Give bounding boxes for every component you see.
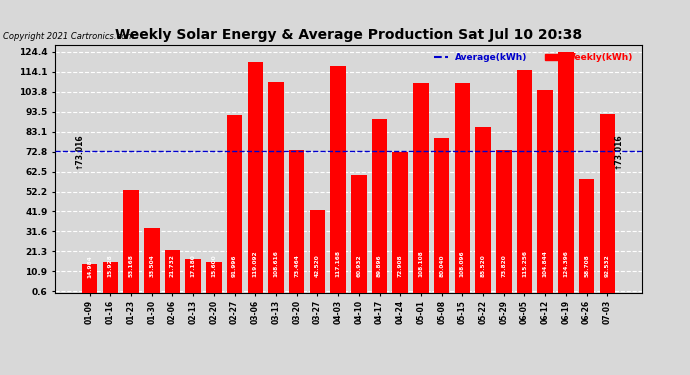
Text: 124.396: 124.396 — [563, 250, 569, 277]
Bar — [600, 114, 615, 292]
Text: 42.520: 42.520 — [315, 254, 320, 277]
Text: 85.520: 85.520 — [480, 254, 486, 277]
Text: 73.464: 73.464 — [294, 254, 299, 277]
Bar — [331, 66, 346, 292]
Text: 108.616: 108.616 — [273, 250, 279, 277]
Text: 58.708: 58.708 — [584, 254, 589, 277]
Text: 73.820: 73.820 — [501, 254, 506, 277]
Text: 104.844: 104.844 — [542, 250, 548, 277]
Legend: Average(kWh), Weekly(kWh): Average(kWh), Weekly(kWh) — [431, 50, 637, 66]
Bar — [517, 70, 532, 292]
Bar — [434, 138, 449, 292]
Text: 117.168: 117.168 — [335, 250, 341, 277]
Bar — [413, 84, 428, 292]
Text: 15.600: 15.600 — [211, 255, 217, 278]
Text: 15.928: 15.928 — [108, 254, 113, 277]
Text: 72.908: 72.908 — [397, 254, 403, 277]
Bar — [103, 262, 118, 292]
Bar — [393, 152, 408, 292]
Text: Copyright 2021 Cartronics.com: Copyright 2021 Cartronics.com — [3, 32, 135, 41]
Text: 53.168: 53.168 — [128, 254, 134, 277]
Bar — [124, 190, 139, 292]
Text: ↑73.016: ↑73.016 — [75, 134, 83, 169]
Bar — [538, 90, 553, 292]
Bar — [186, 259, 201, 292]
Bar — [227, 115, 242, 292]
Bar — [248, 62, 263, 292]
Text: 33.504: 33.504 — [149, 254, 155, 277]
Text: 14.984: 14.984 — [87, 255, 92, 278]
Text: 89.896: 89.896 — [377, 254, 382, 277]
Bar — [496, 150, 511, 292]
Bar — [475, 127, 491, 292]
Bar — [289, 150, 304, 292]
Text: 115.256: 115.256 — [522, 250, 527, 277]
Bar — [165, 251, 180, 292]
Bar — [82, 264, 97, 292]
Bar — [351, 175, 366, 292]
Text: ↑73.016: ↑73.016 — [613, 134, 622, 169]
Bar — [579, 179, 594, 292]
Text: 91.996: 91.996 — [232, 255, 237, 277]
Text: 108.108: 108.108 — [418, 250, 424, 277]
Bar — [372, 118, 387, 292]
Text: 80.040: 80.040 — [439, 255, 444, 277]
Bar — [268, 82, 284, 292]
Text: 108.096: 108.096 — [460, 251, 465, 277]
Text: 60.932: 60.932 — [356, 254, 362, 277]
Bar — [558, 52, 573, 292]
Text: 92.532: 92.532 — [604, 254, 610, 277]
Text: 17.180: 17.180 — [190, 254, 196, 277]
Title: Weekly Solar Energy & Average Production Sat Jul 10 20:38: Weekly Solar Energy & Average Production… — [115, 28, 582, 42]
Bar — [455, 84, 470, 292]
Text: 119.092: 119.092 — [253, 251, 258, 277]
Bar — [144, 228, 159, 292]
Bar — [206, 262, 221, 292]
Bar — [310, 210, 325, 292]
Text: 21.732: 21.732 — [170, 254, 175, 277]
